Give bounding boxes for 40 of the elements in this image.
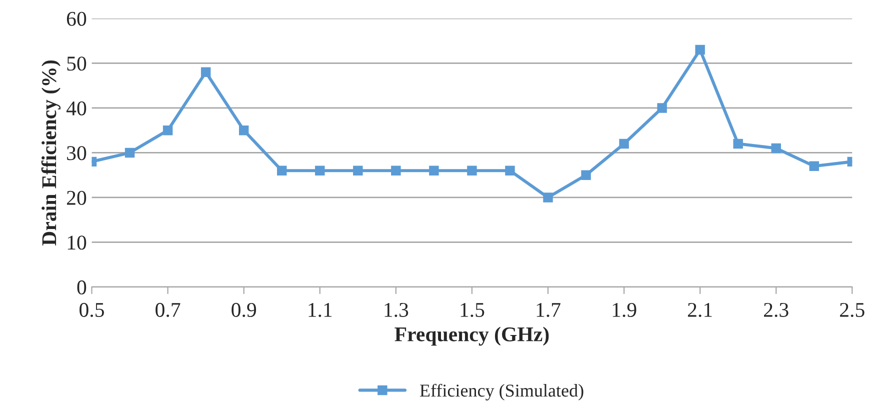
y-tick-label: 30	[67, 146, 86, 160]
point	[619, 138, 629, 149]
x-tick-label: 1.1	[308, 302, 332, 318]
point	[353, 166, 363, 176]
y-tick-label: 10	[68, 236, 86, 250]
x-tick-label: 0.9	[232, 302, 256, 318]
x-tick-label: 1.3	[384, 302, 408, 318]
x-tick-label: 2.5	[840, 302, 864, 318]
x-tick-label: 0.5	[80, 302, 104, 318]
point	[733, 138, 743, 149]
x-tick-label: 2.3	[764, 302, 788, 318]
y-tick-label: 0	[77, 280, 86, 294]
point	[771, 143, 781, 154]
point	[277, 166, 287, 176]
point	[581, 170, 591, 180]
x-tick-label: 1.5	[460, 302, 484, 318]
point	[200, 67, 211, 78]
y-tick-label: 50	[67, 56, 86, 71]
point	[543, 192, 553, 202]
x-tick-label: 2.1	[688, 302, 712, 318]
y-tick-label: 60	[66, 12, 86, 26]
x-axis-title: Frequency (GHz)	[394, 326, 549, 346]
point	[467, 166, 477, 176]
point	[162, 125, 173, 136]
point	[238, 125, 249, 136]
y-tick-label: 20	[66, 190, 86, 205]
y-tick-label: 40	[66, 101, 86, 116]
x-tick-label: 1.7	[536, 302, 560, 318]
point	[124, 148, 135, 158]
y-axis-title: Drain Efficiency (%)	[41, 60, 61, 246]
point	[695, 44, 705, 55]
point	[505, 166, 515, 176]
point	[391, 166, 401, 176]
legend-label: Efficiency (Simulated)	[420, 384, 584, 400]
x-tick-label: 0.7	[156, 302, 180, 318]
point	[429, 166, 439, 176]
x-tick-label: 1.9	[612, 302, 636, 318]
point	[657, 103, 667, 113]
point	[809, 161, 819, 172]
point	[315, 166, 325, 176]
